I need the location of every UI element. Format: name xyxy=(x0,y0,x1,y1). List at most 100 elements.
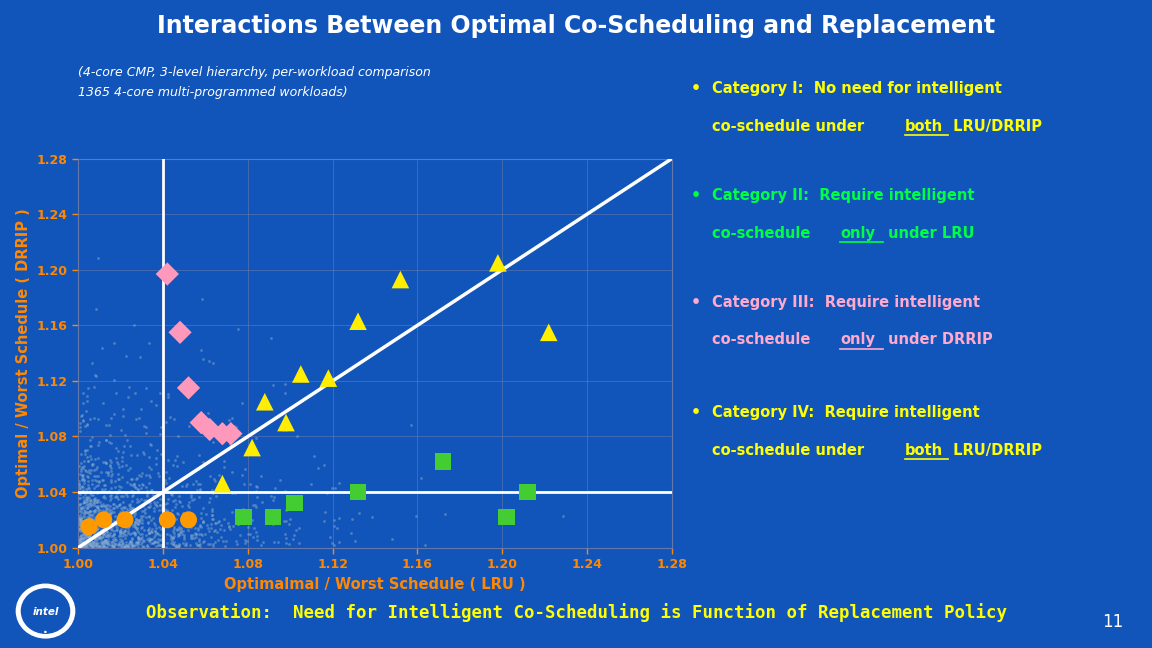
Point xyxy=(115,525,134,535)
Point xyxy=(85,531,104,541)
Point xyxy=(183,478,202,489)
Point xyxy=(69,461,88,471)
Point xyxy=(129,532,147,542)
Point xyxy=(244,500,263,510)
Point xyxy=(191,483,210,494)
Point xyxy=(283,534,302,544)
Point xyxy=(165,528,183,538)
Point xyxy=(160,412,179,422)
Point xyxy=(74,482,92,492)
Point xyxy=(92,527,111,538)
Point xyxy=(188,485,206,495)
Point xyxy=(498,512,516,522)
Point xyxy=(83,432,101,442)
Point xyxy=(241,529,259,540)
Point xyxy=(89,494,107,505)
Point xyxy=(76,521,94,531)
Point xyxy=(97,505,115,516)
Point xyxy=(93,474,112,485)
Point xyxy=(138,540,157,550)
Point xyxy=(247,486,265,496)
Point xyxy=(152,422,170,432)
Point xyxy=(115,516,134,527)
Point xyxy=(173,481,191,491)
Point xyxy=(106,538,124,549)
Point xyxy=(113,531,131,541)
Point xyxy=(103,537,121,548)
Point xyxy=(85,518,104,528)
Point xyxy=(143,527,161,537)
Point xyxy=(78,395,97,406)
Point xyxy=(146,453,165,463)
Point xyxy=(77,539,96,550)
Point xyxy=(70,481,89,491)
Point xyxy=(126,481,144,492)
Point xyxy=(101,524,120,535)
Point xyxy=(124,478,143,489)
Point xyxy=(81,531,99,541)
Point xyxy=(204,539,222,550)
Point xyxy=(82,540,100,550)
Point xyxy=(76,484,94,494)
Point xyxy=(76,497,94,507)
Point xyxy=(104,499,122,509)
Point xyxy=(276,505,295,515)
Point xyxy=(192,530,211,540)
Point xyxy=(152,503,170,513)
Point xyxy=(113,505,131,515)
Point xyxy=(122,503,141,513)
Point xyxy=(107,492,126,502)
Point xyxy=(74,507,92,518)
Point xyxy=(88,524,106,534)
Point xyxy=(93,520,112,531)
Point xyxy=(101,509,120,520)
Point xyxy=(115,503,134,513)
Point xyxy=(88,533,106,543)
Point xyxy=(113,535,131,545)
Text: intel: intel xyxy=(32,607,59,618)
Point xyxy=(165,413,183,424)
Point xyxy=(85,471,104,481)
Point xyxy=(121,512,139,522)
Point xyxy=(152,534,170,544)
Point xyxy=(200,492,219,503)
Point xyxy=(90,527,108,538)
Point xyxy=(70,483,89,494)
Point xyxy=(103,519,121,529)
Point xyxy=(96,514,114,524)
Point xyxy=(100,460,119,470)
Point xyxy=(71,518,90,528)
Point xyxy=(115,515,134,525)
Point xyxy=(94,509,113,519)
Point xyxy=(222,507,241,518)
Point xyxy=(128,537,146,547)
Point xyxy=(92,527,111,538)
Point xyxy=(225,421,243,432)
Point xyxy=(119,541,137,551)
Point xyxy=(93,542,112,552)
Point xyxy=(116,526,135,536)
Point xyxy=(329,478,348,488)
Point xyxy=(88,520,106,531)
Point xyxy=(233,470,251,480)
Point xyxy=(79,531,98,542)
Point xyxy=(137,481,156,492)
Point xyxy=(203,519,221,529)
Point xyxy=(94,509,113,519)
Point xyxy=(166,455,184,465)
Point xyxy=(151,500,169,511)
Point xyxy=(229,324,248,334)
Point xyxy=(115,511,134,522)
Point xyxy=(142,534,160,544)
Point xyxy=(139,533,158,544)
Point xyxy=(77,525,96,535)
Point xyxy=(86,540,105,551)
Point xyxy=(115,502,134,512)
Point xyxy=(145,505,164,516)
Text: Interactions Between Optimal Co-Scheduling and Replacement: Interactions Between Optimal Co-Scheduli… xyxy=(157,14,995,38)
Point xyxy=(213,419,232,430)
Point xyxy=(223,467,242,477)
Point xyxy=(89,439,107,450)
Point xyxy=(82,491,100,501)
Point xyxy=(109,520,128,530)
